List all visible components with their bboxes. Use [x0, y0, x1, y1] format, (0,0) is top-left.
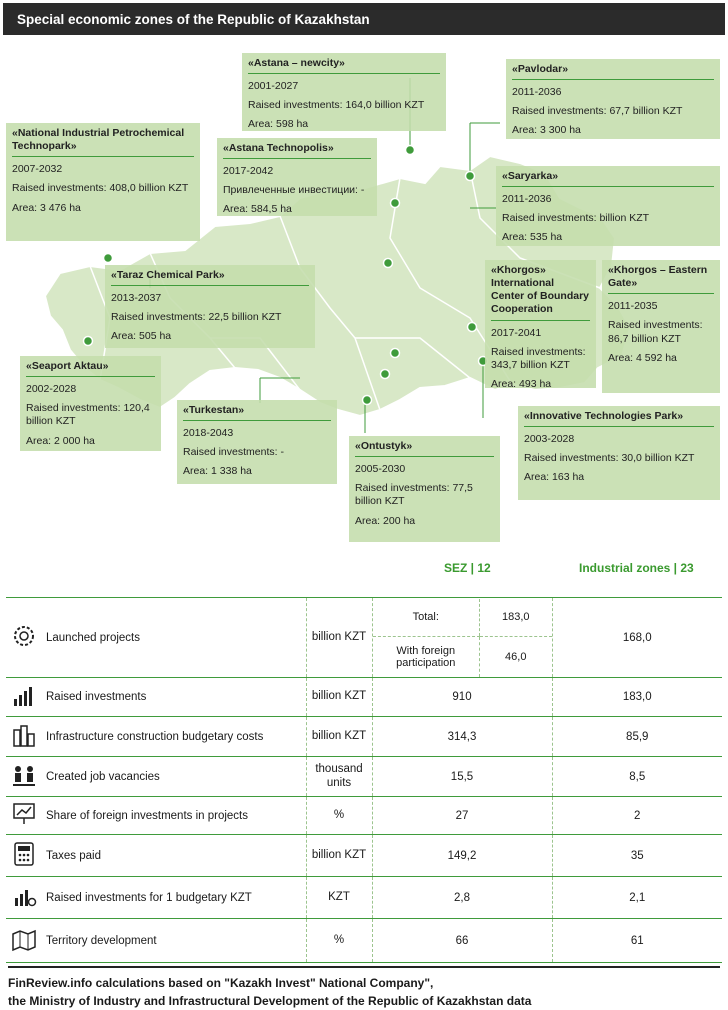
source-line-2: the Ministry of Industry and Infrastruct… — [8, 994, 532, 1008]
city-buildings-icon — [13, 725, 35, 747]
zone-card-khorgos-icbc: «Khorgos» International Center of Bounda… — [485, 260, 596, 390]
row-label: Launched projects — [42, 597, 306, 678]
row-label: Created job vacancies — [42, 756, 306, 797]
industrial-value: 8,5 — [552, 756, 722, 797]
industrial-value: 168,0 — [552, 597, 722, 678]
zone-card-khorgos-eastern-gate: «Khorgos – Eastern Gate» 2011-2035 Raise… — [602, 260, 720, 393]
industrial-value: 85,9 — [552, 716, 722, 757]
sez-value: 27 — [372, 796, 553, 835]
industrial-value: 61 — [552, 918, 722, 963]
zone-card-pavlodar: «Pavlodar» 2011-2036 Raised investments:… — [506, 59, 720, 139]
source-note: FinReview.info calculations based on "Ka… — [8, 966, 720, 1010]
sez-value: 2,8 — [372, 876, 553, 919]
indicators-table: Launched projects billion KZT Total: 183… — [6, 597, 722, 963]
foreign-value: 46,0 — [479, 636, 552, 677]
row-label: Taxes paid — [42, 834, 306, 877]
zone-card-taraz-chemical-park: «Taraz Chemical Park» 2013-2037 Raised i… — [105, 265, 315, 348]
total-value: 183,0 — [479, 598, 552, 637]
zone-card-innovative-technologies-park: «Innovative Technologies Park» 2003-2028… — [518, 406, 720, 500]
source-line-1: FinReview.info calculations based on "Ka… — [8, 976, 434, 990]
industrial-value: 2 — [552, 796, 722, 835]
industrial-value: 183,0 — [552, 677, 722, 717]
table-row: Raised investments for 1 budgetary KZT K… — [6, 876, 722, 919]
kazakhstan-map: «Astana – newcity» 2001-2027 Raised inve… — [0, 38, 728, 548]
zone-card-astana-newcity: «Astana – newcity» 2001-2027 Raised inve… — [242, 53, 446, 131]
sez-value: 910 — [372, 677, 553, 717]
row-label: Raised investments for 1 budgetary KZT — [42, 876, 306, 919]
zone-card-saryarka: «Saryarka» 2011-2036 Raised investments:… — [496, 166, 720, 246]
industrial-value: 35 — [552, 834, 722, 877]
row-unit: % — [305, 796, 373, 835]
row-label: Raised investments — [42, 677, 306, 717]
workers-icon — [13, 766, 35, 786]
zone-card-ontustyk: «Ontustyk» 2005-2030 Raised investments:… — [349, 436, 500, 542]
table-row: Infrastructure construction budgetary co… — [6, 716, 722, 757]
map-outline — [43, 78, 632, 433]
sez-value: 15,5 — [372, 756, 553, 797]
zone-card-seaport-aktau: «Seaport Aktau» 2002-2028 Raised investm… — [20, 356, 161, 451]
table-row: Launched projects billion KZT Total: 183… — [6, 597, 722, 678]
page-title: Special economic zones of the Republic o… — [3, 3, 725, 35]
launched-projects-breakdown: Total: 183,0 With foreign participation … — [372, 598, 552, 677]
table-row: Territory development % 66 61 — [6, 918, 722, 963]
calculator-icon — [14, 842, 34, 866]
sez-value: 66 — [372, 918, 553, 963]
presentation-icon — [13, 803, 35, 824]
row-unit: % — [305, 918, 373, 963]
row-label: Share of foreign investments in projects — [42, 796, 306, 835]
sez-count-header: SEZ | 12 — [444, 561, 491, 575]
foreign-label: With foreign participation — [396, 644, 456, 669]
table-row: Share of foreign investments in projects… — [6, 796, 722, 835]
row-unit: billion KZT — [305, 716, 373, 757]
row-label: Territory development — [42, 918, 306, 963]
industrial-value: 2,1 — [552, 876, 722, 919]
row-label: Infrastructure construction budgetary co… — [42, 716, 306, 757]
sez-value: 314,3 — [372, 716, 553, 757]
row-unit: billion KZT — [305, 597, 373, 678]
zone-card-astana-technopolis: «Astana Technopolis» 2017-2042 Привлечен… — [217, 138, 377, 216]
zone-card-turkestan: «Turkestan» 2018-2043 Raised investments… — [177, 400, 337, 484]
table-row: Raised investments billion KZT 910 183,0 — [6, 677, 722, 717]
row-unit: billion KZT — [305, 677, 373, 717]
sez-value: 149,2 — [372, 834, 553, 877]
industrial-zones-count-header: Industrial zones | 23 — [579, 561, 694, 575]
row-unit: KZT — [305, 876, 373, 919]
row-unit: billion KZT — [305, 834, 373, 877]
row-unit: thousand units — [305, 756, 373, 797]
zone-card-petrochemical-technopark: «National Industrial Petrochemical Techn… — [6, 123, 200, 241]
table-row: Created job vacancies thousand units 15,… — [6, 756, 722, 797]
gear-icon — [14, 626, 34, 646]
total-label: Total: — [372, 598, 480, 637]
territory-map-icon — [12, 929, 36, 952]
coins-growth-icon — [15, 890, 37, 907]
chart-growth-icon — [14, 686, 32, 706]
table-row: Taxes paid billion KZT 149,2 35 — [6, 834, 722, 877]
